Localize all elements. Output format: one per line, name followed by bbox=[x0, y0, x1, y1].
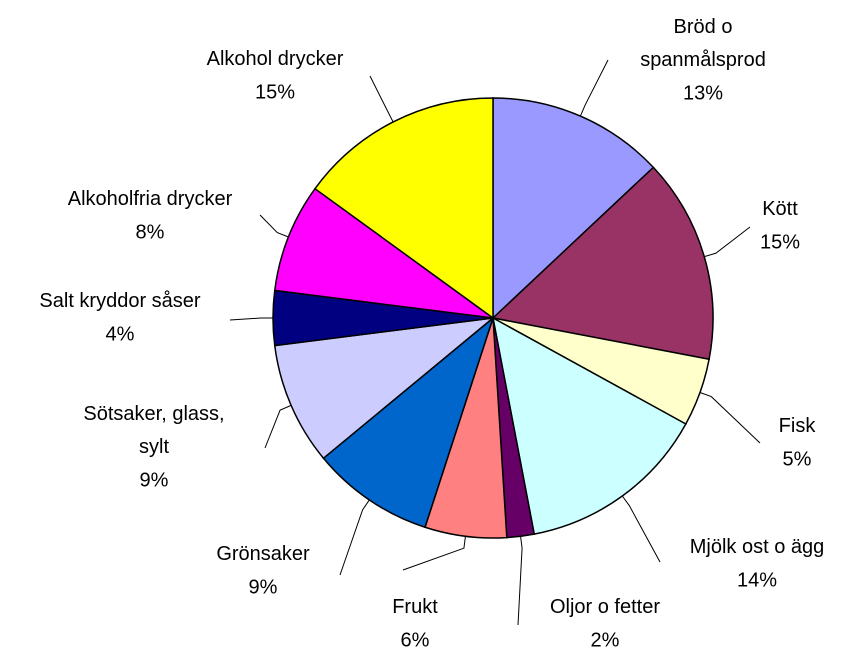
slice-label: Alkoholfria drycker bbox=[68, 188, 233, 210]
value-label: 8% bbox=[136, 221, 165, 243]
slice-label: Kött bbox=[762, 198, 798, 220]
value-label: 2% bbox=[591, 629, 620, 651]
value-label: 9% bbox=[140, 469, 169, 491]
slice-label-line: Grönsaker bbox=[216, 543, 310, 565]
pie-slice bbox=[492, 97, 655, 320]
slice-label: Fisk bbox=[779, 415, 817, 437]
slice-label-line: Fisk bbox=[779, 415, 817, 437]
pie-slice bbox=[491, 166, 714, 361]
value-label: 14% bbox=[737, 569, 777, 591]
slice-label: Bröd o spanmålsprod bbox=[640, 16, 766, 71]
pie-slice bbox=[313, 97, 494, 320]
slice-label-line: Mjölk ost o ägg bbox=[690, 536, 825, 558]
pie-slice bbox=[273, 187, 494, 319]
slice-label-line: Frukt bbox=[392, 596, 438, 618]
leader-line bbox=[339, 499, 370, 576]
slice-label-line: Alkoholfria drycker bbox=[68, 188, 233, 210]
leader-line bbox=[699, 392, 761, 444]
slice-label-line: spanmålsprod bbox=[640, 49, 766, 71]
pie-slice bbox=[322, 315, 495, 529]
slice-label: Grönsaker bbox=[216, 543, 310, 565]
slice-label: Mjölk ost o ägg bbox=[690, 536, 825, 558]
value-label: 5% bbox=[783, 448, 812, 470]
value-label: 13% bbox=[683, 82, 723, 104]
leader-line bbox=[621, 495, 661, 563]
value-label: 4% bbox=[106, 323, 135, 345]
leader-line bbox=[517, 536, 523, 626]
pie-slice bbox=[273, 316, 496, 460]
slice-label: Oljor o fetter bbox=[550, 596, 660, 618]
value-label: 15% bbox=[760, 231, 800, 253]
leader-line bbox=[259, 214, 289, 238]
slice-label-line: sylt bbox=[139, 436, 169, 458]
leader-line bbox=[369, 75, 394, 123]
leader-line bbox=[704, 226, 751, 258]
pie-slice bbox=[491, 316, 687, 535]
slice-label-line: Oljor o fetter bbox=[550, 596, 660, 618]
value-label: 9% bbox=[249, 576, 278, 598]
slice-label-line: Sötsaker, glass, bbox=[83, 403, 224, 425]
slice-label-line: Alkohol drycker bbox=[207, 48, 344, 70]
value-label: 15% bbox=[255, 81, 295, 103]
leader-line bbox=[402, 536, 466, 571]
leader-line bbox=[264, 404, 292, 449]
slice-label-line: Kött bbox=[762, 198, 798, 220]
value-label: 6% bbox=[401, 629, 430, 651]
slice-label: Salt kryddor såser bbox=[39, 290, 201, 312]
leader-line bbox=[229, 317, 273, 321]
slice-label: Alkohol drycker bbox=[207, 48, 344, 70]
slice-label-line: Bröd o bbox=[674, 16, 733, 38]
slice-label: Frukt bbox=[392, 596, 438, 618]
slice-label-line: Salt kryddor såser bbox=[39, 290, 201, 312]
slice-label: Sötsaker, glass, sylt bbox=[83, 403, 224, 458]
leader-line bbox=[579, 59, 609, 117]
